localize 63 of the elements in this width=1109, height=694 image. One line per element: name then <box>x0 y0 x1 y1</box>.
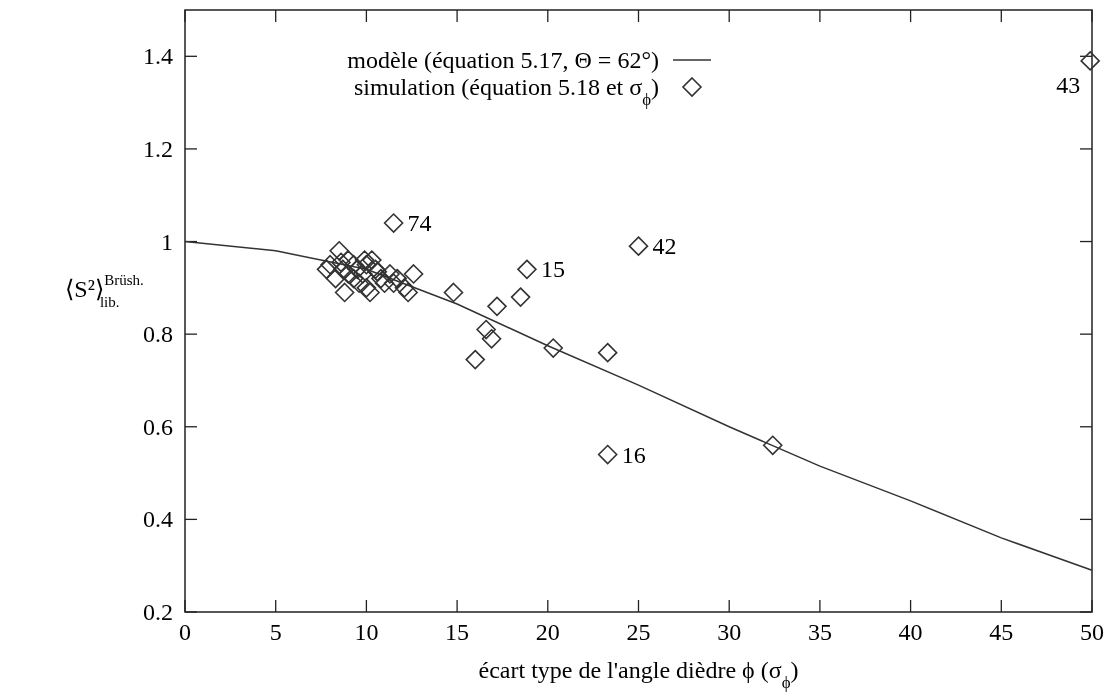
point <box>510 287 531 307</box>
legend-label: simulation (équation 5.18 et σ$_{ϕ}$) <box>353 74 659 109</box>
point <box>543 338 564 358</box>
y-tick-label: 0.2 <box>143 599 173 625</box>
point <box>329 241 349 261</box>
y-tick-label: 1.2 <box>143 135 173 162</box>
point <box>597 342 618 363</box>
x-tick-label: 50 <box>1080 619 1104 645</box>
x-tick-label: 5 <box>269 619 282 645</box>
point <box>403 264 424 284</box>
point <box>354 250 375 270</box>
point <box>356 254 377 275</box>
point <box>374 273 395 294</box>
point <box>316 259 337 280</box>
legend-label: modèle (équation 5.17, Θ = 62°) <box>347 47 659 73</box>
point <box>356 278 377 298</box>
point <box>380 264 400 284</box>
y-tick-label: 0.8 <box>143 321 173 348</box>
point <box>362 250 382 270</box>
point <box>465 349 486 370</box>
point <box>371 268 391 289</box>
point <box>343 268 364 289</box>
point <box>398 282 418 303</box>
point <box>325 268 346 289</box>
point <box>597 444 618 465</box>
line-series <box>184 240 1093 572</box>
annotation: 42 <box>652 233 677 260</box>
y-tick-label: 1.4 <box>143 43 173 70</box>
x-tick-label: 15 <box>445 619 470 645</box>
y-tick-label: 0.4 <box>143 506 173 533</box>
x-tick-label: 45 <box>989 619 1014 645</box>
annotation: 43 <box>1056 71 1081 98</box>
point <box>762 435 783 456</box>
x-tick-label: 20 <box>535 619 560 645</box>
x-tick-label: 25 <box>626 619 651 645</box>
point <box>387 268 408 289</box>
point <box>487 296 507 317</box>
x-axis-title: écart type de l'angle dièdre ϕ (σ$_{ϕ}$) <box>478 657 799 692</box>
y-tick-label: 1 <box>161 228 173 255</box>
x-tick-label: 10 <box>354 619 379 645</box>
point <box>349 273 369 294</box>
point <box>1080 51 1100 71</box>
point <box>517 259 537 280</box>
point <box>320 254 340 275</box>
annotation: 15 <box>540 256 565 283</box>
point <box>331 252 351 273</box>
annotation: 74 <box>407 210 432 237</box>
point <box>476 319 496 340</box>
point <box>360 282 380 303</box>
x-tick-label: 35 <box>807 619 832 645</box>
x-tick-label: 30 <box>717 619 742 645</box>
point <box>383 273 404 294</box>
point <box>481 328 502 349</box>
point <box>628 236 649 256</box>
point <box>333 259 353 280</box>
x-tick-label: 40 <box>898 619 923 645</box>
x-tick-label: 0 <box>179 619 191 645</box>
point <box>383 213 404 233</box>
point <box>334 282 355 303</box>
point <box>394 278 415 298</box>
point <box>443 282 464 303</box>
y-tick-label: 0.6 <box>143 413 173 440</box>
annotation: 16 <box>621 441 646 468</box>
